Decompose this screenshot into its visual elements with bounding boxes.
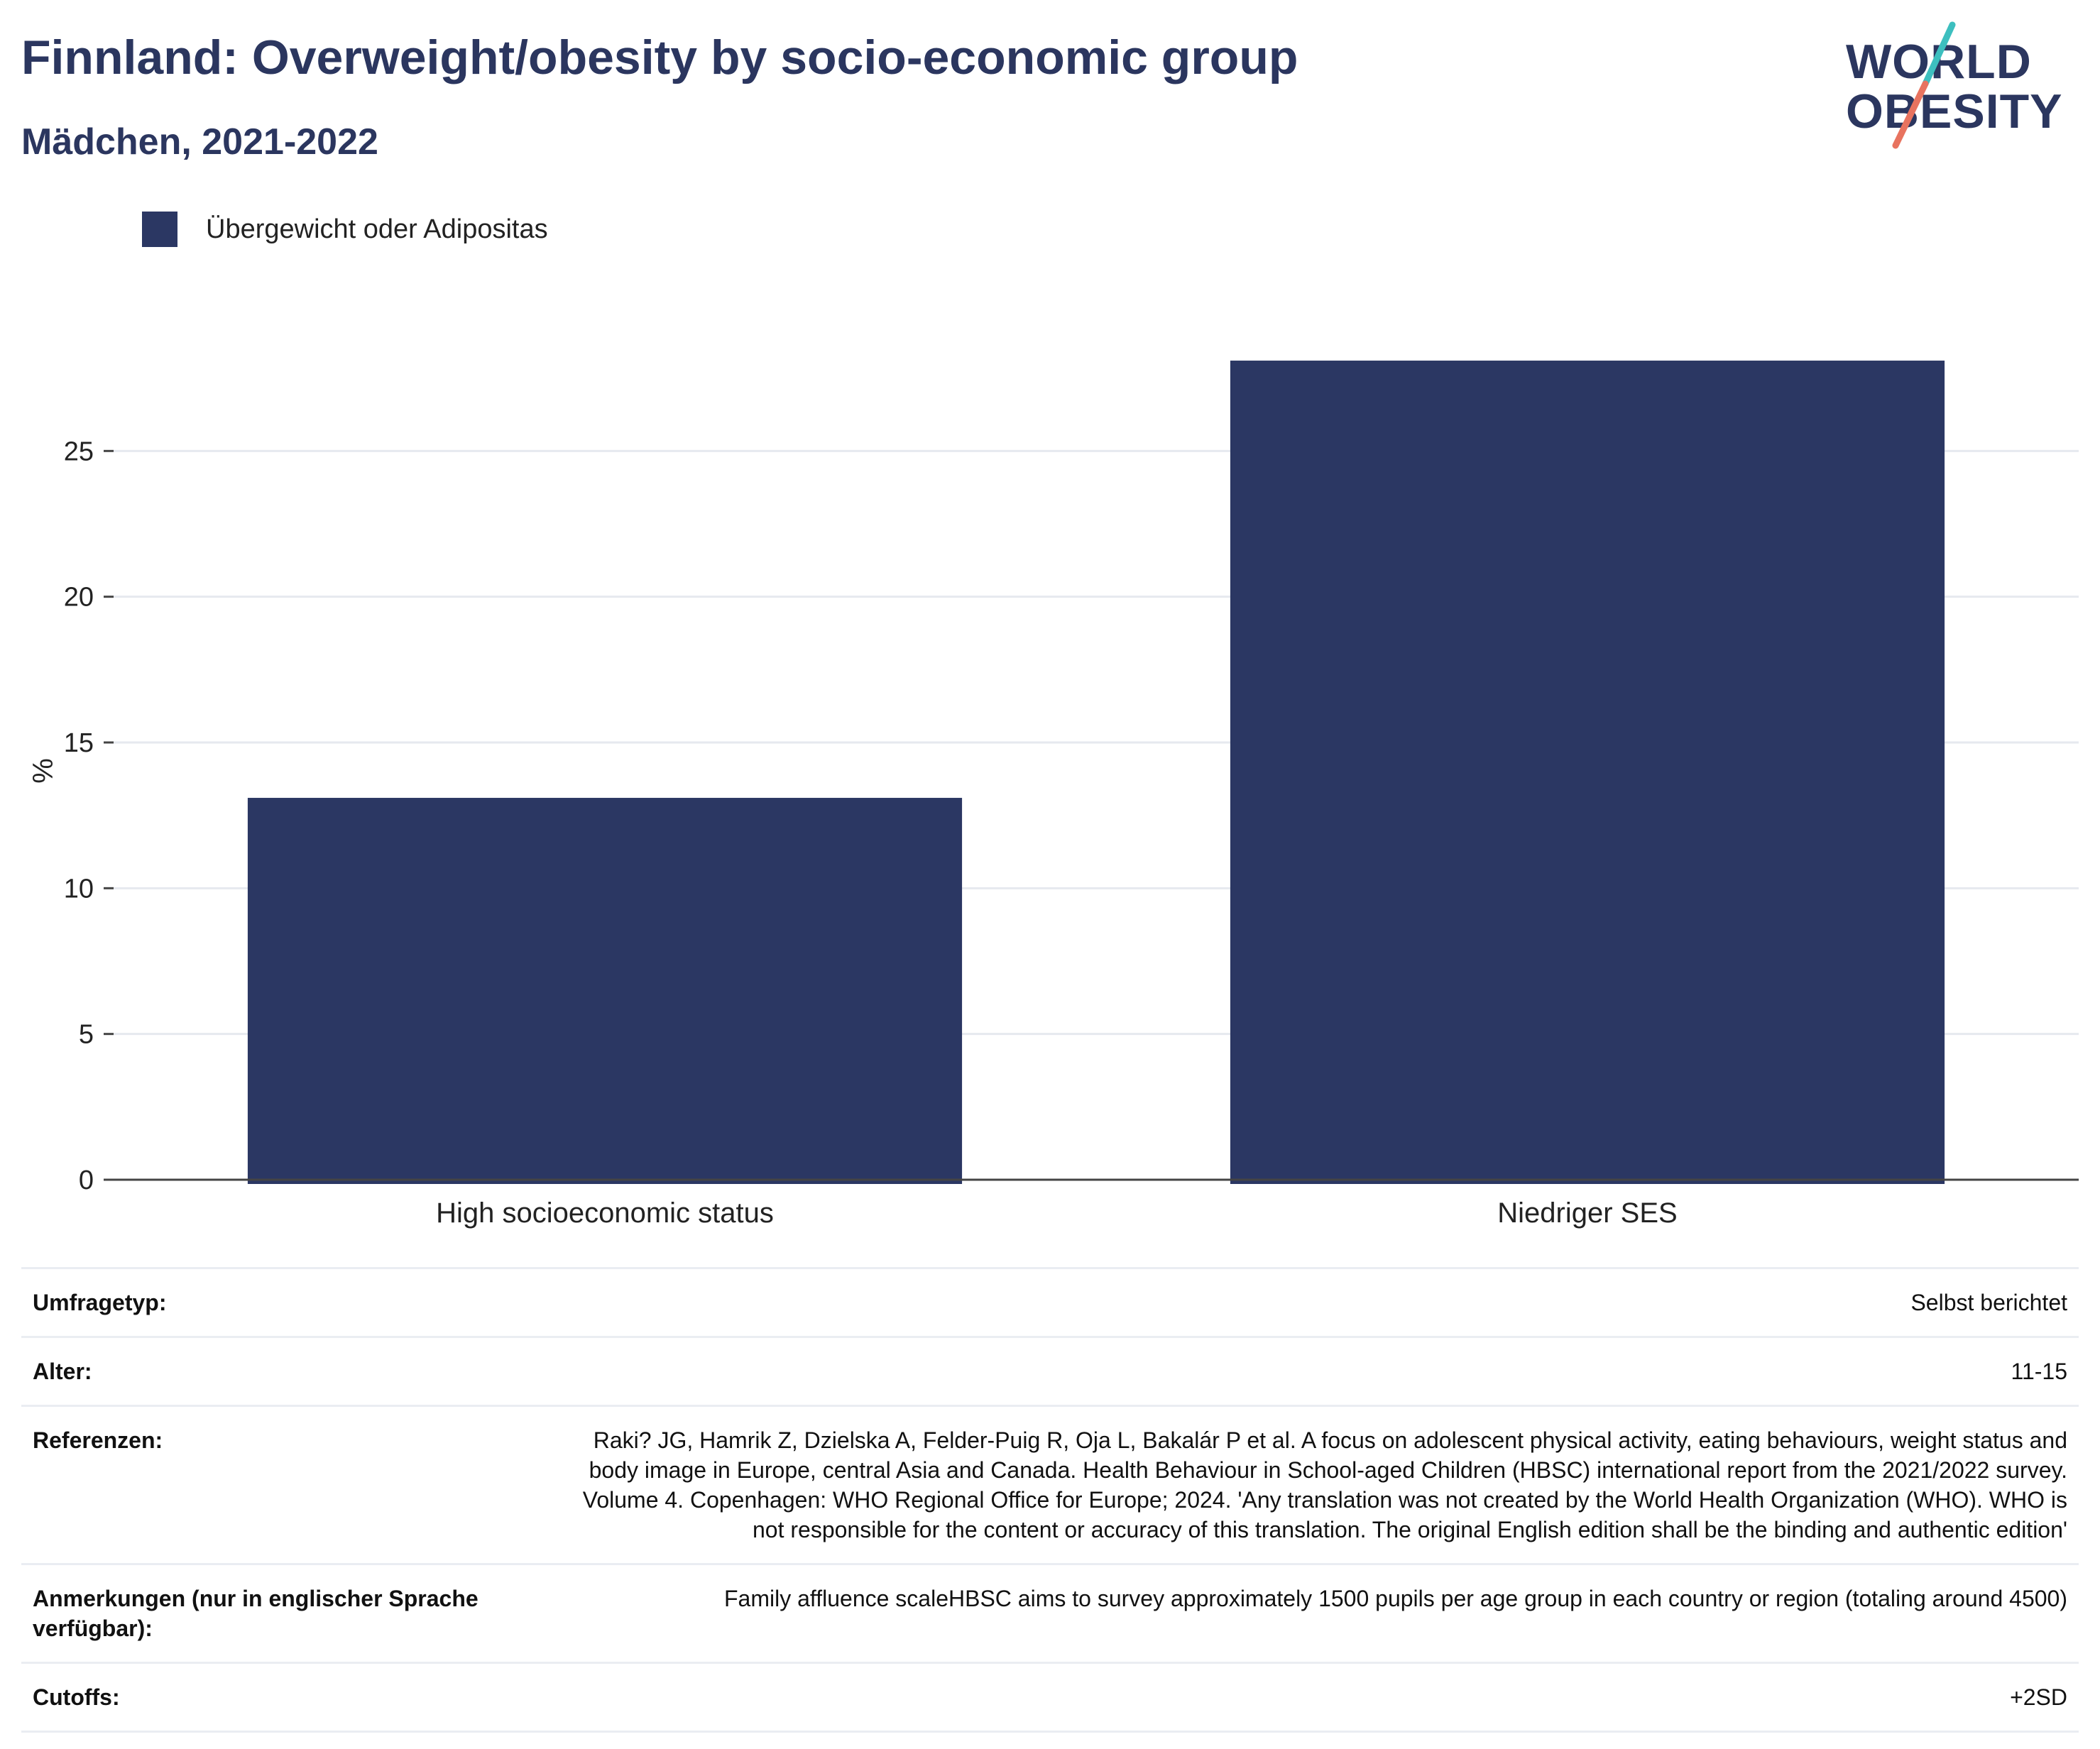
x-tick-label: High socioeconomic status [436, 1197, 774, 1229]
y-tick-label: 5 [79, 1020, 94, 1050]
y-tick-label: 10 [64, 874, 94, 904]
legend: Übergewicht oder Adipositas [142, 212, 548, 247]
info-value: Family affluence scaleHBSC aims to surve… [724, 1586, 2067, 1611]
info-value: Selbst berichtet [1910, 1290, 2067, 1315]
bar-chart: 0 5 10 15 20 25% High socioeconomic status Nied… [28, 361, 2079, 1229]
chart-subtitle: Mädchen, 2021-2022 [21, 121, 378, 163]
info-row-survey-type: Umfragetyp: Selbst berichtet [21, 1268, 2079, 1337]
info-key: Referenzen: [33, 1427, 163, 1453]
y-tick-label: 25 [64, 437, 94, 466]
logo-slash-icon [1892, 21, 1956, 149]
info-key: Umfragetyp: [33, 1290, 167, 1315]
info-value: +2SD [2010, 1684, 2067, 1710]
chart-title: Finnland: Overweight/obesity by socio-ec… [21, 31, 1298, 84]
info-value: 11-15 [2011, 1359, 2067, 1384]
y-tick-label: 0 [79, 1166, 94, 1195]
info-row-notes: Anmerkungen (nur in englischer Sprache v… [21, 1564, 2079, 1663]
bar [1230, 361, 1945, 1185]
info-key: Anmerkungen (nur in englischer Sprache v… [33, 1586, 478, 1641]
x-tick-label: Niedriger SES [1497, 1197, 1677, 1229]
info-row-references: Referenzen: Raki? JG, Hamrik Z, Dzielska… [21, 1405, 2079, 1564]
info-key: Cutoffs: [33, 1684, 120, 1710]
info-row-cutoffs: Cutoffs: +2SD [21, 1662, 2079, 1732]
y-axis-label: % [28, 758, 59, 784]
info-row-age: Alter: 11-15 [21, 1337, 2079, 1406]
info-value: Raki? JG, Hamrik Z, Dzielska A, Felder-P… [582, 1427, 2067, 1542]
bar [247, 798, 963, 1184]
logo-text-line2: OBESITY [1846, 84, 2063, 138]
info-key: Alter: [33, 1359, 92, 1384]
info-table: Umfragetyp: Selbst berichtet Alter: 11-1… [21, 1267, 2079, 1733]
y-tick-label: 15 [64, 728, 94, 758]
legend-swatch [142, 212, 177, 247]
y-tick-label: 20 [64, 583, 94, 613]
legend-label: Übergewicht oder Adipositas [206, 214, 548, 244]
world-obesity-logo: WORLD OBESITY [1846, 21, 2080, 153]
